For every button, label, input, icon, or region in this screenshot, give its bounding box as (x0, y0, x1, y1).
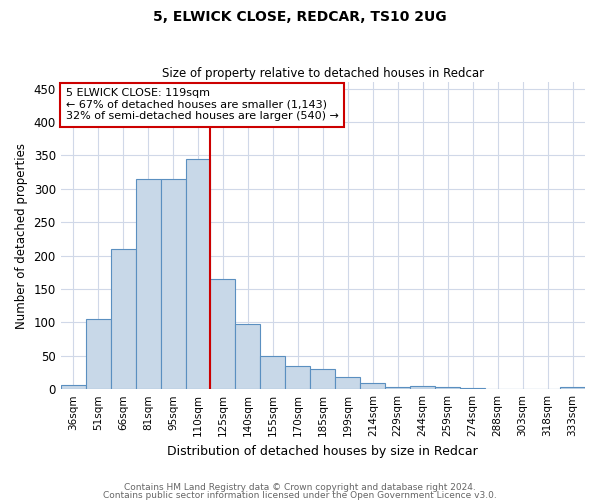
Bar (211, 279, 235, 389)
Bar (410, 386, 435, 389)
Bar (161, 179, 185, 389)
Bar (510, 388, 535, 389)
Bar (485, 388, 510, 389)
Bar (185, 159, 211, 389)
Bar (235, 324, 260, 389)
Bar (86, 319, 110, 389)
Bar (435, 386, 460, 389)
Bar (460, 388, 485, 389)
Bar (260, 356, 286, 389)
Bar (360, 382, 385, 389)
Bar (110, 249, 136, 389)
Bar (286, 366, 310, 389)
Text: Contains HM Land Registry data © Crown copyright and database right 2024.: Contains HM Land Registry data © Crown c… (124, 484, 476, 492)
Text: Contains public sector information licensed under the Open Government Licence v3: Contains public sector information licen… (103, 491, 497, 500)
Bar (560, 387, 585, 389)
Bar (385, 386, 410, 389)
Title: Size of property relative to detached houses in Redcar: Size of property relative to detached ho… (162, 66, 484, 80)
X-axis label: Distribution of detached houses by size in Redcar: Distribution of detached houses by size … (167, 444, 478, 458)
Bar (136, 179, 161, 389)
Bar (61, 385, 86, 389)
Text: 5 ELWICK CLOSE: 119sqm
← 67% of detached houses are smaller (1,143)
32% of semi-: 5 ELWICK CLOSE: 119sqm ← 67% of detached… (66, 88, 339, 122)
Bar (310, 369, 335, 389)
Text: 5, ELWICK CLOSE, REDCAR, TS10 2UG: 5, ELWICK CLOSE, REDCAR, TS10 2UG (153, 10, 447, 24)
Bar (535, 388, 560, 389)
Y-axis label: Number of detached properties: Number of detached properties (15, 142, 28, 328)
Bar (335, 377, 360, 389)
